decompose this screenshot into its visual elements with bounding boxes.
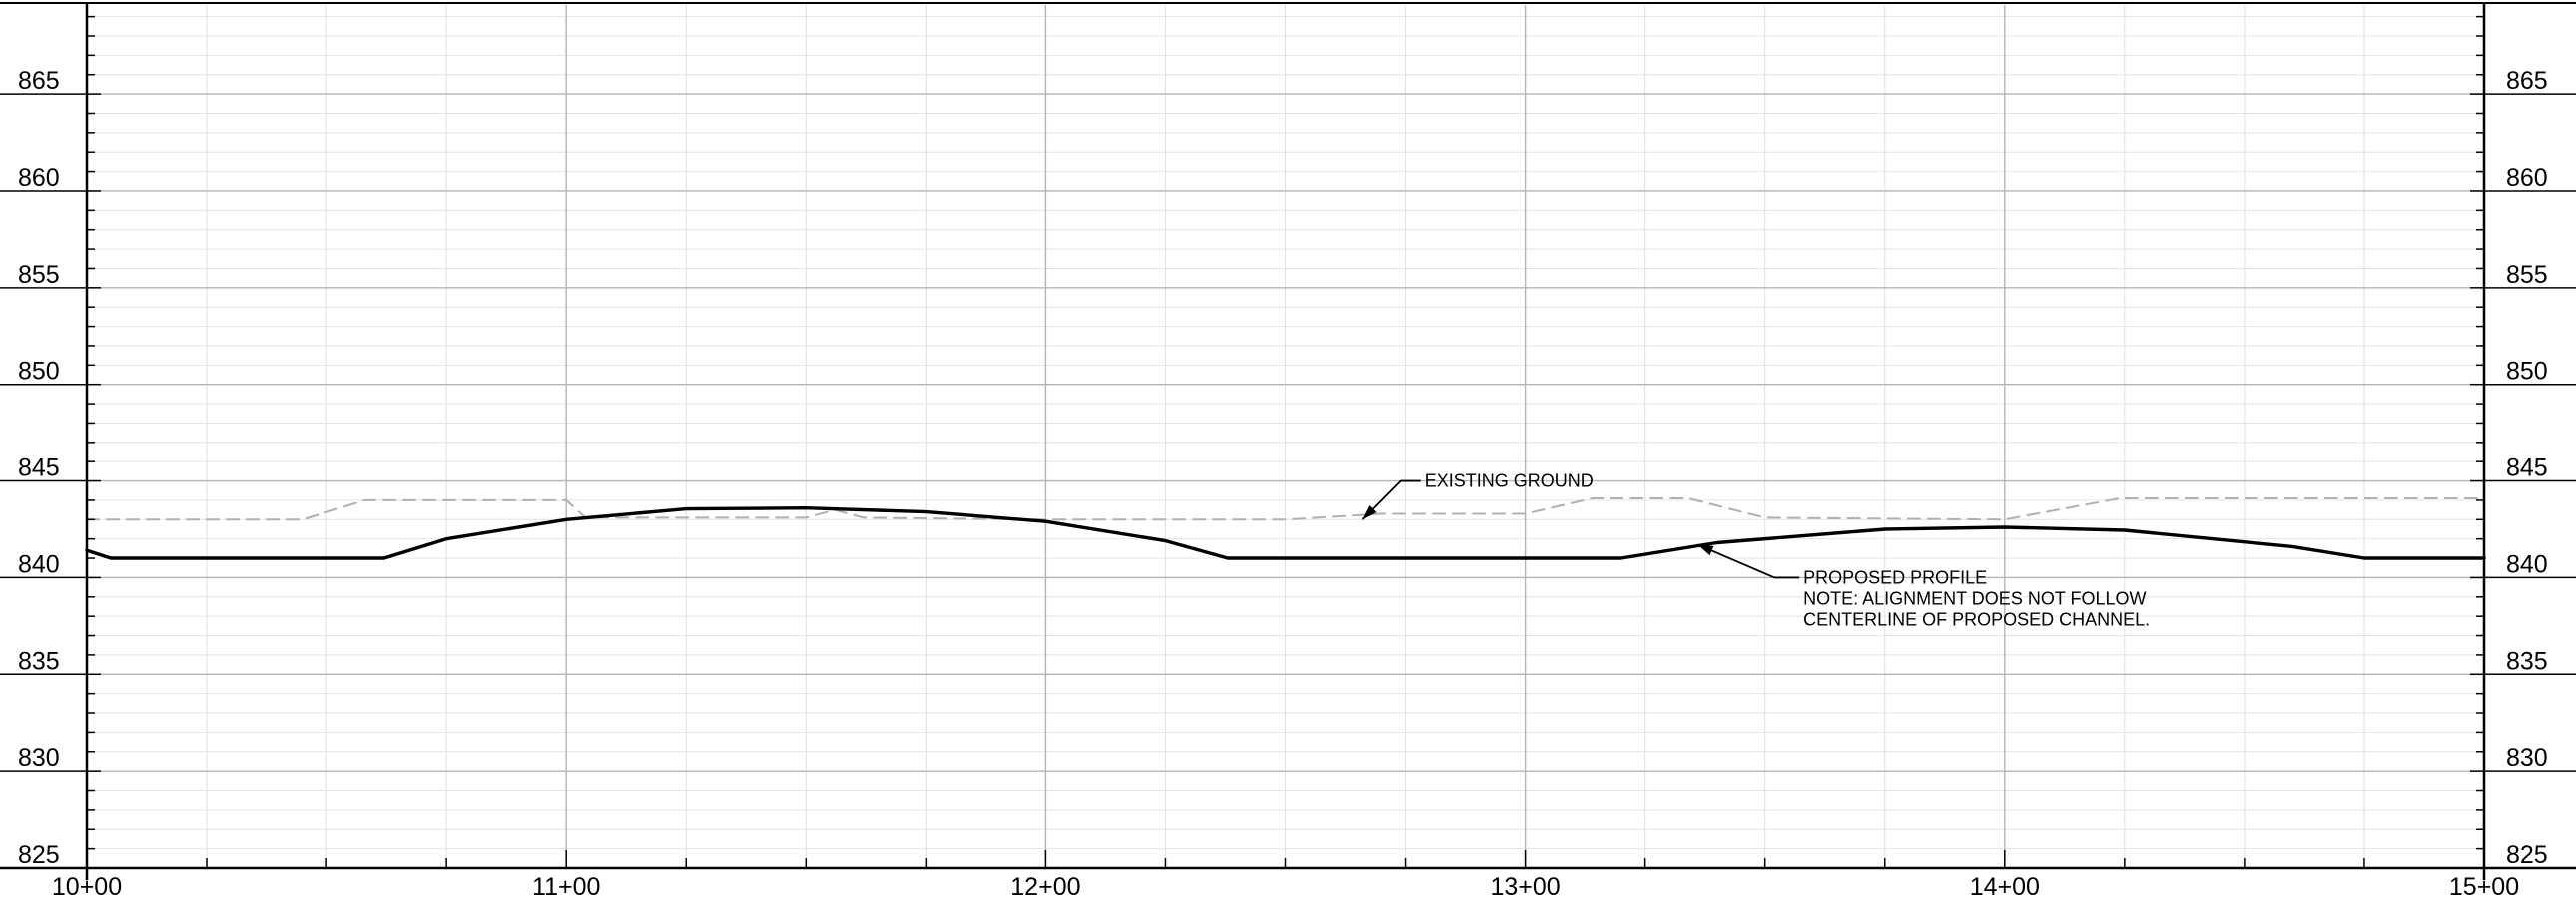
existing-ground-leader [1361, 479, 1421, 520]
y-tick-label-left: 855 [18, 261, 60, 289]
x-tick-label: 12+00 [1010, 873, 1080, 898]
y-tick-label-right: 830 [2506, 744, 2548, 772]
proposed-profile-leader [1697, 543, 1800, 579]
x-tick-label: 15+00 [2449, 873, 2519, 898]
y-tick-label-left: 860 [18, 164, 60, 192]
proposed-profile-line [85, 506, 2486, 560]
y-tick-label-right: 855 [2506, 261, 2548, 289]
y-tick-label-right: 835 [2506, 647, 2548, 675]
y-tick-label-left: 825 [18, 841, 60, 869]
y-tick-label-right: 860 [2506, 164, 2548, 192]
plot-frame [0, 2, 2576, 880]
y-tick-label-right: 840 [2506, 550, 2548, 578]
y-tick-label-left: 835 [18, 647, 60, 675]
x-tick-label: 10+00 [52, 873, 122, 898]
y-tick-label-right: 825 [2506, 841, 2548, 869]
y-tick-label-right: 850 [2506, 358, 2548, 386]
y-tick-label-left: 850 [18, 358, 60, 386]
minor-grid [87, 5, 2484, 868]
proposed-profile-label: PROPOSED PROFILE [1803, 567, 1987, 587]
proposed-profile-arrowhead [1697, 544, 1714, 556]
tick-labels: 825 825 830 830 835 835 840 840 845 845 850 850 855 8… [18, 67, 2548, 898]
y-tick-label-left: 830 [18, 744, 60, 772]
x-tick-label: 14+00 [1970, 873, 2040, 898]
proposed-profile-label: NOTE: ALIGNMENT DOES NOT FOLLOW [1803, 588, 2146, 608]
x-tick-label: 11+00 [532, 873, 600, 898]
y-tick-label-left: 845 [18, 454, 60, 482]
proposed-profile-label: CENTERLINE OF PROPOSED CHANNEL. [1803, 609, 2150, 629]
y-tick-label-right: 865 [2506, 67, 2548, 95]
x-tick-label: 13+00 [1490, 873, 1560, 898]
axis-ticks [0, 15, 2576, 869]
y-tick-label-left: 840 [18, 550, 60, 578]
y-tick-label-right: 845 [2506, 454, 2548, 482]
existing-ground-line [86, 497, 2485, 521]
existing-ground-label: EXISTING GROUND [1425, 471, 1594, 491]
y-tick-label-left: 865 [18, 67, 60, 95]
existing-ground-arrowhead [1362, 504, 1377, 520]
series-layer [85, 497, 2486, 560]
